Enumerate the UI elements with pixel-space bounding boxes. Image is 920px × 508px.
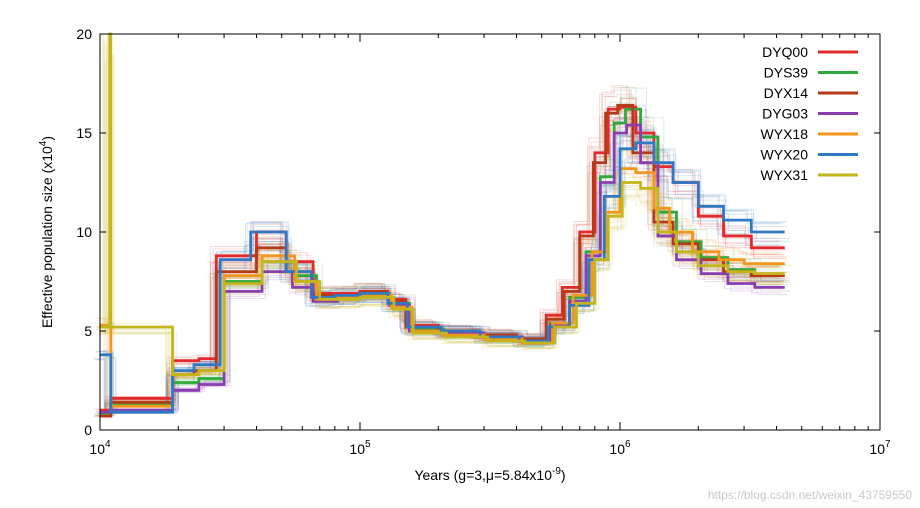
legend-label-dyq00: DYQ00 [762,44,808,60]
y-axis-title: Effective population size (x104) [38,136,55,328]
legend-label-dyg03: DYG03 [762,106,808,122]
y-tick-label: 15 [76,125,92,141]
bootstrap-line-wyx31 [95,61,781,379]
legend-label-dys39: DYS39 [764,65,809,81]
y-tick-label: 5 [84,323,92,339]
series-lines [100,32,785,418]
x-tick-label: 104 [89,439,111,457]
bootstrap-line-dyx14 [102,98,788,417]
legend-label-wyx20: WYX20 [761,147,809,163]
y-tick-label: 20 [76,26,92,42]
y-tick-label: 0 [84,422,92,438]
series-line-wyx20 [100,141,785,414]
bootstrap-line-wyx20 [96,129,781,412]
bootstrap-line-wyx20 [100,129,786,412]
bootstrap-line-dyx14 [103,97,789,417]
x-tick-label: 105 [349,439,371,457]
watermark: https://blog.csdn.net/weixin_43759550 [707,488,912,502]
legend-label-wyx31: WYX31 [761,167,809,183]
legend-label-wyx18: WYX18 [761,126,809,142]
legend-label-dyx14: DYX14 [764,85,809,101]
series-line-wyx31 [100,32,785,376]
y-tick-label: 10 [76,224,92,240]
series-line-dyx14 [100,103,785,418]
bootstrap-line-wyx31 [99,58,785,379]
legend: DYQ00 DYS39 DYX14 DYG03 WYX18 WYX20 WYX31 [761,44,858,183]
plot-axes: 0 5 10 15 20 104 105 106 107 [76,26,891,457]
bootstrap-line-wyx20 [102,127,787,412]
x-axis-title: Years (g=3,μ=5.84x10-9) [414,466,565,483]
x-tick-label: 106 [609,439,631,457]
x-tick-label: 107 [869,439,891,457]
